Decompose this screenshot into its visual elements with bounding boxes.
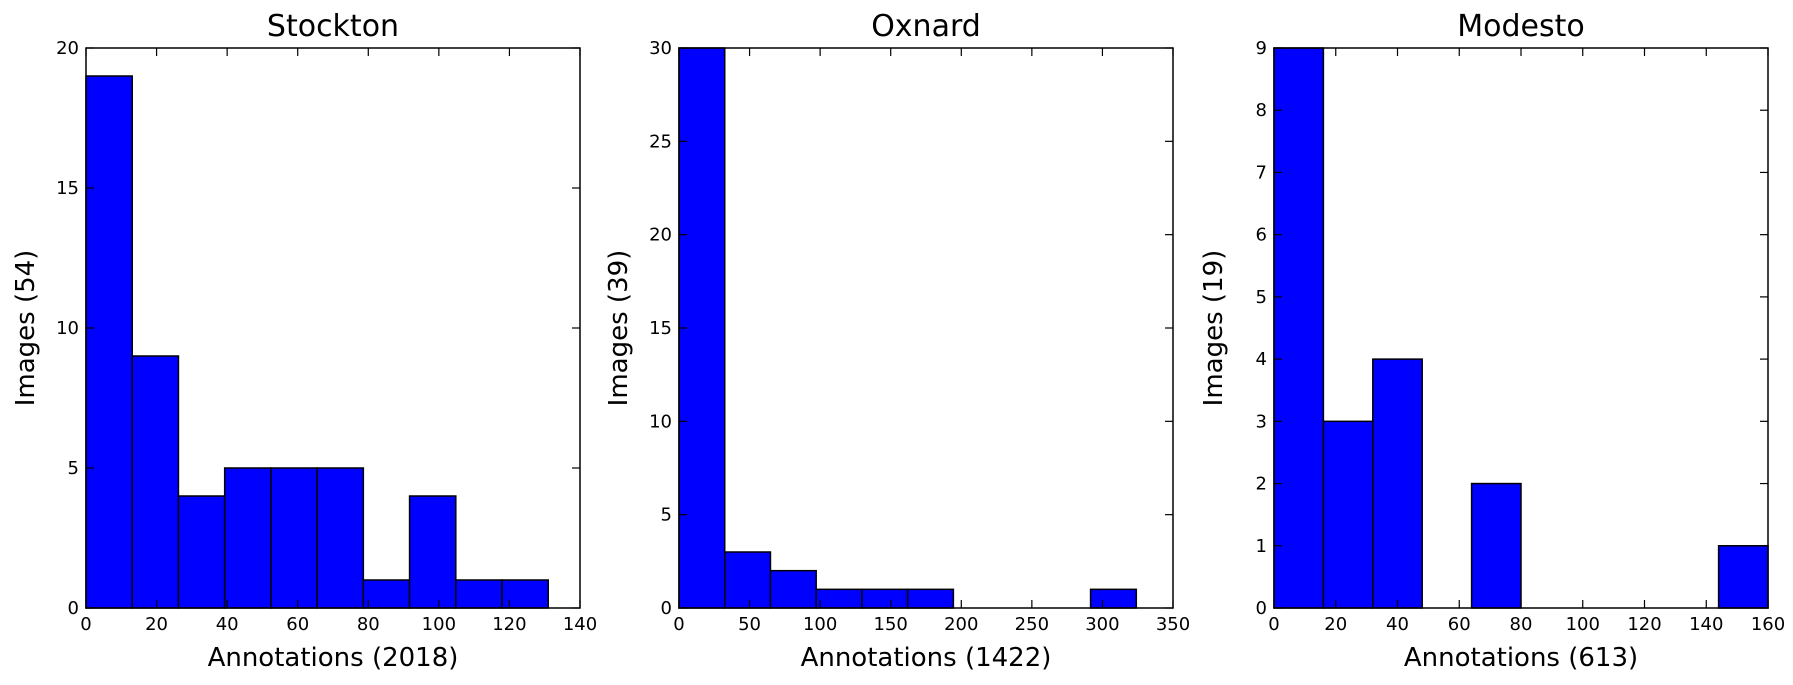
x-tick-label: 100 (422, 614, 456, 635)
x-tick-label: 350 (1156, 614, 1190, 635)
y-tick-label: 1 (1256, 536, 1267, 557)
y-tick-label: 0 (661, 598, 672, 619)
y-tick-label: 15 (649, 318, 672, 339)
histogram-bar (223, 467, 272, 609)
histogram-bar (769, 569, 817, 609)
x-tick-label: 150 (874, 614, 908, 635)
y-tick-label: 3 (1256, 411, 1267, 432)
x-tick-label: 200 (944, 614, 978, 635)
chart-panel-1: 0 50 100 150 200 250 300 350 0 5 10 15 20 25 30 Oxnard A… (604, 9, 1190, 673)
histogram-bar (177, 495, 226, 609)
y-tick-label: 0 (1256, 598, 1267, 619)
histogram-bar (85, 75, 133, 609)
x-tick-label: 100 (803, 614, 837, 635)
y-axis-label: Images (54) (11, 250, 41, 407)
y-tick-label: 5 (661, 505, 672, 526)
y-tick-label: 7 (1256, 162, 1267, 183)
x-tick-label: 0 (80, 614, 91, 635)
x-tick-label: 20 (1324, 614, 1347, 635)
histogram-bar (1273, 47, 1325, 609)
x-tick-label: 140 (1689, 614, 1723, 635)
y-tick-label: 0 (68, 598, 79, 619)
x-tick-label: 120 (492, 614, 526, 635)
y-tick-label: 6 (1256, 225, 1267, 246)
y-tick-label: 15 (56, 178, 79, 199)
chart-title: Stockton (267, 9, 399, 44)
chart-title: Oxnard (871, 9, 981, 44)
chart-panel-0: 0 20 40 60 80 100 120 140 0 5 10 15 20 Stockton Annota… (11, 9, 597, 673)
histogram-bar (362, 579, 411, 609)
x-tick-label: 140 (563, 614, 597, 635)
x-tick-label: 60 (1448, 614, 1471, 635)
y-tick-label: 8 (1256, 100, 1267, 121)
x-tick-label: 50 (738, 614, 761, 635)
y-tick-label: 5 (68, 458, 79, 479)
y-axis-label: Images (39) (604, 250, 634, 407)
histogram-bar (316, 467, 365, 609)
histogram-bar (861, 588, 909, 609)
x-tick-label: 20 (145, 614, 168, 635)
histogram-bar (1372, 358, 1423, 609)
y-tick-label: 25 (649, 131, 672, 152)
histogram-bar (723, 551, 772, 609)
histogram-bar (455, 579, 503, 609)
histogram-bar (408, 495, 457, 609)
x-axis-label: Annotations (2018) (208, 643, 459, 673)
x-tick-label: 300 (1085, 614, 1119, 635)
x-tick-label: 250 (1015, 614, 1049, 635)
y-tick-label: 9 (1256, 38, 1267, 59)
y-tick-label: 5 (1256, 287, 1267, 308)
y-tick-label: 20 (649, 225, 672, 246)
y-tick-label: 20 (56, 38, 79, 59)
histogram-bar (270, 467, 318, 609)
x-tick-label: 40 (216, 614, 239, 635)
y-tick-label: 4 (1256, 349, 1267, 370)
x-axis-label: Annotations (1422) (801, 643, 1052, 673)
histogram-bar (1322, 420, 1374, 609)
x-tick-label: 100 (1566, 614, 1600, 635)
x-tick-label: 80 (1510, 614, 1533, 635)
y-axis-label: Images (19) (1199, 250, 1229, 407)
histogram-bar (1470, 482, 1522, 609)
x-axis-label: Annotations (613) (1404, 643, 1638, 673)
x-tick-label: 0 (1268, 614, 1279, 635)
histogram-bar (815, 588, 863, 609)
x-tick-label: 80 (357, 614, 380, 635)
x-tick-label: 0 (673, 614, 684, 635)
y-tick-label: 30 (649, 38, 672, 59)
histogram-bar (1717, 545, 1769, 609)
x-tick-label: 60 (286, 614, 309, 635)
y-tick-label: 10 (56, 318, 79, 339)
axes-frame (678, 47, 1174, 609)
x-tick-label: 160 (1751, 614, 1785, 635)
x-tick-label: 40 (1386, 614, 1409, 635)
y-tick-label: 10 (649, 411, 672, 432)
x-tick-label: 120 (1627, 614, 1661, 635)
chart-title: Modesto (1457, 9, 1585, 44)
histogram-bar (906, 588, 955, 609)
histogram-bar (131, 355, 180, 609)
histogram-bar (1089, 588, 1138, 609)
y-tick-label: 2 (1256, 474, 1267, 495)
chart-panel-2: 0 20 40 60 80 100 120 140 160 0 1 2 3 4 5 6 7 8 9 Modesto An… (1199, 9, 1785, 673)
